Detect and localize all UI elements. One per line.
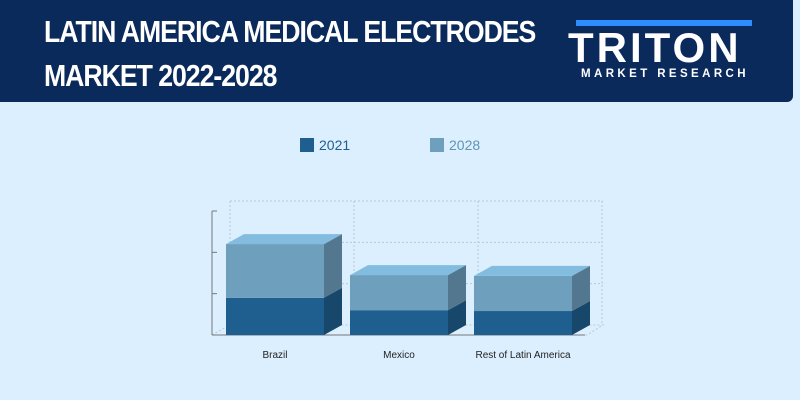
legend-swatch-2021 xyxy=(300,138,314,152)
bar-brazil-2028-top xyxy=(226,234,342,245)
legend-item-2021: 2021 xyxy=(300,137,350,153)
legend-label-2028: 2028 xyxy=(449,137,481,153)
bar-mexico-2028-front xyxy=(350,275,448,311)
bar-rest-of-latin-america-2021-side xyxy=(572,301,590,335)
bar-brazil-2028-front xyxy=(226,244,324,298)
bar-mexico-2021-front xyxy=(350,310,448,335)
x-tick-label-mexico: Mexico xyxy=(383,350,415,361)
bar-rest-of-latin-america-2021-front xyxy=(474,311,572,335)
bar-rest-of-latin-america-2028-top xyxy=(474,265,590,276)
legend-label-2021: 2021 xyxy=(319,137,351,153)
bar-rest-of-latin-america-2028-front xyxy=(474,275,572,312)
chart-title-line-1: LATIN AMERICA MEDICAL ELECTRODES xyxy=(44,14,536,49)
bar-mexico-2028-side xyxy=(448,265,466,311)
bar-mexico-2021-side xyxy=(448,300,466,335)
bar-rest-of-latin-america-2028-side xyxy=(572,265,590,312)
bar-brazil-2021-front xyxy=(226,297,324,335)
legend-item-2028: 2028 xyxy=(430,137,480,153)
legend-swatch-2028 xyxy=(430,138,444,152)
header-banner: LATIN AMERICA MEDICAL ELECTRODES MARKET … xyxy=(0,0,793,102)
bar-brazil-2028-side xyxy=(324,234,342,298)
bar-mexico-2028-top xyxy=(350,265,466,276)
bar-brazil-2021-side xyxy=(324,287,342,335)
chart-title-line-2: MARKET 2022-2028 xyxy=(44,58,277,93)
logo-subtext: MARKET RESEARCH xyxy=(581,68,749,80)
logo-wordmark: TRITON xyxy=(568,24,742,71)
x-tick-label-rest-of-latin-america: Rest of Latin America xyxy=(475,350,570,361)
x-tick-label-brazil: Brazil xyxy=(262,350,287,361)
logo-accent-bar xyxy=(576,20,752,26)
